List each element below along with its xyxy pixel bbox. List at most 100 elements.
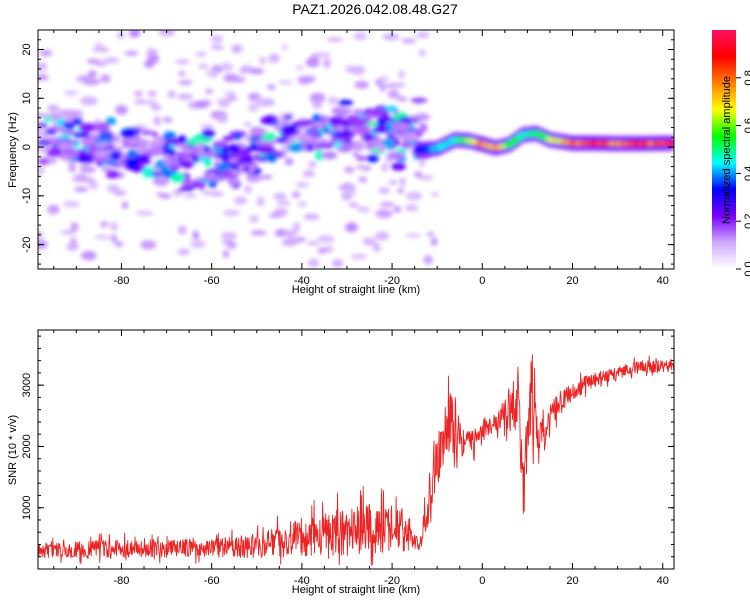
- spectrogram-blob: [351, 65, 365, 76]
- spectrogram-blob: [62, 147, 75, 156]
- spectrogram-blob: [49, 146, 63, 157]
- spectrogram-signal-track: [414, 125, 674, 158]
- spectrogram-blob: [120, 128, 138, 139]
- spectrogram-blob: [352, 109, 366, 115]
- spectrogram-blob: [183, 193, 197, 199]
- spectrogram-blob: [260, 174, 273, 180]
- spectrogram-blob: [177, 135, 188, 144]
- snr-series-line: [38, 354, 674, 566]
- spectrogram-blob: [124, 139, 133, 148]
- spectrogram-blob: [178, 186, 187, 192]
- spectrogram-blob: [418, 122, 428, 133]
- spectrogram-blob: [190, 240, 206, 248]
- y-tick-label: 10: [21, 92, 33, 104]
- spectrogram-blob: [388, 180, 398, 185]
- spectrogram-blob: [38, 166, 45, 175]
- x-tick-label: -60: [204, 575, 220, 587]
- x-tick-label: 0: [479, 275, 485, 287]
- spectrogram-blob: [204, 88, 214, 94]
- spectrogram-blob: [63, 200, 81, 208]
- spectrogram-blob: [399, 177, 406, 187]
- spectrogram-blob: [167, 90, 176, 99]
- x-tick-label: -40: [294, 275, 310, 287]
- spectrogram-blob: [312, 121, 326, 127]
- spectrogram-blob: [371, 137, 383, 146]
- spectrogram-blob: [101, 166, 113, 172]
- spectrogram-blob: [147, 54, 160, 64]
- spectrogram-blob: [281, 124, 298, 132]
- colorbar-tick-label: 0.0: [743, 261, 750, 276]
- spectrogram-blob: [70, 236, 77, 247]
- spectrogram-blob: [221, 231, 237, 241]
- spectrogram-blob: [384, 83, 397, 89]
- spectrogram-blob: [210, 35, 224, 44]
- spectrogram-blob: [48, 158, 57, 164]
- spectrogram-blob: [317, 235, 336, 243]
- spectrogram-blob: [377, 143, 385, 154]
- spectrogram-blob: [141, 130, 150, 135]
- spectrogram-blob: [147, 91, 157, 96]
- spectrogram-blob: [243, 185, 252, 194]
- spectrogram-blob: [427, 231, 435, 237]
- colorbar-gradient: [712, 30, 736, 269]
- spectrogram-blob: [410, 98, 428, 103]
- spectrogram-blob: [383, 138, 395, 149]
- spectrogram-blob: [94, 42, 104, 53]
- spectrogram-blob: [174, 143, 186, 149]
- spectrogram-blob: [380, 162, 390, 173]
- spectrogram-blob: [109, 150, 122, 161]
- spectrogram-blob: [396, 133, 406, 140]
- spectrogram-blob: [387, 89, 400, 99]
- spectrogram-blob: [327, 96, 339, 105]
- spectrogram-blob: [279, 118, 288, 125]
- spectrogram-blob: [297, 201, 307, 207]
- spectrogram-blob: [356, 155, 368, 162]
- spectrogram-blob: [312, 99, 323, 109]
- spectrogram-blob: [201, 151, 218, 158]
- spectrogram-blob: [121, 153, 129, 160]
- x-tick-label: 20: [566, 275, 578, 287]
- spectrogram-blob: [80, 96, 98, 106]
- spectrogram-blob: [136, 143, 149, 153]
- spectrogram-blob: [378, 76, 389, 83]
- spectrogram-blob: [72, 132, 91, 138]
- spectrogram-blob: [158, 30, 176, 37]
- spectrogram-blob: [219, 153, 233, 161]
- spectrogram-blob: [392, 206, 402, 213]
- snr-panel: -80 -60 -40 -20 0 20 40 1000 2000 3000 Height of…: [7, 329, 675, 596]
- spectrogram-blob: [266, 151, 278, 163]
- spectrogram-blob: [352, 151, 360, 157]
- spectrogram-blob: [206, 172, 216, 178]
- spectrogram-blob: [250, 230, 267, 236]
- spectrogram-blob: [396, 96, 408, 102]
- spectrogram-y-axis-title: Frequency (Hz): [7, 112, 19, 188]
- spectrogram-blob: [293, 222, 301, 232]
- spectrogram-blob: [276, 200, 291, 206]
- spectrogram-blob: [38, 113, 50, 118]
- spectrogram-blob: [47, 204, 60, 215]
- spectrogram-blob: [234, 76, 246, 83]
- spectrogram-y-ticks: -20 -10 0 10 20: [21, 29, 674, 265]
- spectrogram-blob: [392, 122, 411, 132]
- spectrogram-blob: [117, 31, 125, 39]
- spectrogram-blob: [245, 173, 262, 183]
- spectrogram-blob: [394, 148, 408, 153]
- spectrogram-blob: [365, 140, 375, 151]
- spectrogram-blob: [232, 44, 240, 54]
- snr-frame: [37, 329, 675, 570]
- spectrogram-blob: [416, 31, 430, 39]
- spectrogram-blob: [295, 181, 309, 189]
- spectrogram-blob: [379, 83, 386, 93]
- spectrogram-blob: [430, 191, 440, 197]
- spectrogram-blob: [201, 190, 216, 196]
- spectrogram-blob: [283, 115, 292, 120]
- snr-x-ticks: -80 -60 -40 -20 0 20 40: [53, 330, 669, 587]
- spectrogram-blob: [398, 70, 406, 79]
- spectrogram-blob: [363, 132, 374, 143]
- spectrogram-blob: [115, 241, 124, 247]
- spectrogram-blob: [374, 231, 390, 241]
- spectrogram-blob: [249, 214, 259, 224]
- spectrogram-blob: [114, 146, 122, 153]
- y-tick-label: -20: [21, 237, 33, 253]
